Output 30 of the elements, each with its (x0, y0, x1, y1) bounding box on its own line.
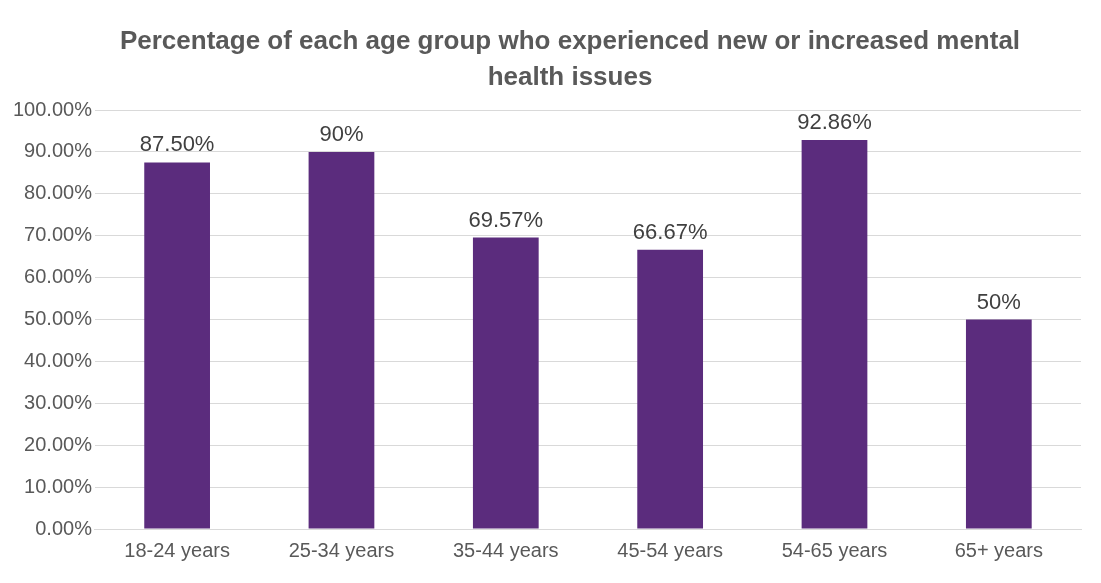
data-label: 69.57% (468, 206, 544, 232)
bar (965, 319, 1032, 529)
data-label: 90% (319, 120, 364, 146)
bar (308, 151, 375, 529)
bar (144, 162, 210, 529)
x-tick-label: 45-54 years (617, 538, 723, 561)
y-tick-label: 20.00% (24, 432, 93, 455)
bar (801, 139, 868, 529)
bar (637, 249, 704, 529)
data-label: 66.67% (632, 218, 708, 244)
y-tick-label: 30.00% (24, 390, 93, 413)
y-tick-label: 10.00% (24, 474, 93, 497)
y-tick-label: 60.00% (24, 265, 93, 288)
y-tick-label: 100.00% (12, 97, 93, 120)
x-tick-label: 65+ years (954, 538, 1044, 561)
y-tick-label: 0.00% (35, 516, 93, 539)
x-tick-label: 25-34 years (288, 538, 395, 561)
x-tick-label: 35-44 years (452, 538, 559, 561)
data-label: 92.86% (797, 108, 872, 134)
y-tick-label: 50.00% (24, 307, 93, 330)
chart-title: Percentage of each age group who experienced new or increased mental health issues (118, 24, 1022, 93)
y-tick-label: 80.00% (24, 181, 93, 204)
y-tick-label: 40.00% (24, 348, 93, 371)
y-tick-label: 90.00% (24, 139, 93, 162)
data-label: 50% (976, 288, 1021, 314)
y-tick-label: 70.00% (24, 223, 93, 246)
data-label: 87.50% (139, 131, 215, 157)
x-tick-label: 18-24 years (124, 538, 230, 561)
bar (472, 237, 539, 529)
x-tick-label: 54-65 years (781, 538, 888, 561)
